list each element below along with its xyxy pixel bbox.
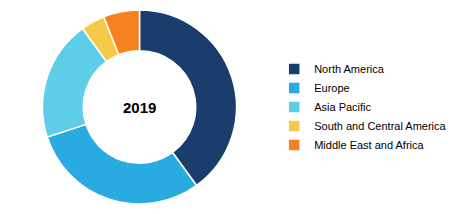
svg-text:Asia Pacific: Asia Pacific (314, 101, 371, 113)
svg-text:South and Central America: South and Central America (314, 120, 446, 132)
svg-text:2019: 2019 (123, 99, 156, 116)
svg-text:Europe: Europe (314, 82, 349, 94)
svg-text:North America: North America (314, 63, 385, 75)
svg-text:Middle East and Africa: Middle East and Africa (314, 139, 424, 151)
